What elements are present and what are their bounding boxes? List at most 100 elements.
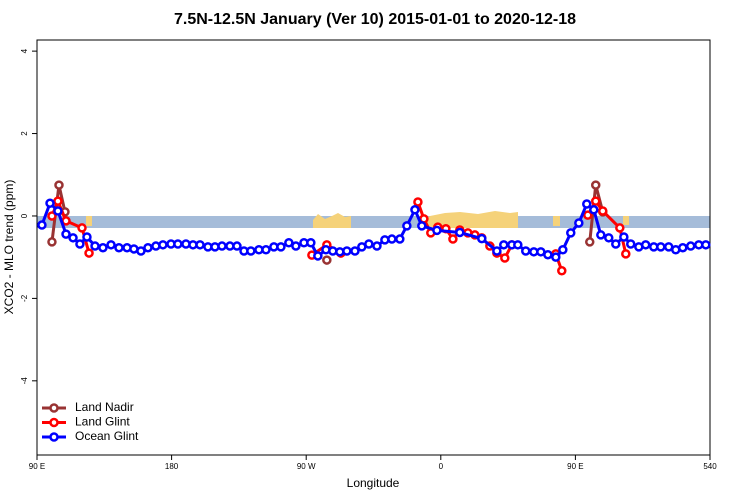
data-point: [621, 249, 631, 259]
data-point: [455, 227, 465, 238]
data-point: [217, 241, 227, 251]
data-point: [448, 234, 458, 244]
legend-label: Ocean Glint: [75, 429, 139, 443]
legend-marker: [49, 403, 59, 413]
x-tick-label: 0: [439, 462, 444, 471]
data-point: [557, 266, 567, 276]
data-point: [625, 239, 636, 249]
y-tick-label: 4: [20, 48, 29, 53]
data-point: [513, 240, 523, 250]
data-point: [574, 218, 584, 228]
data-point: [136, 246, 146, 256]
y-tick-label: -4: [20, 377, 29, 385]
data-point: [417, 221, 427, 231]
plot-frame: [36, 39, 711, 456]
data-point: [619, 232, 629, 242]
data-point: [313, 251, 323, 261]
data-point: [402, 221, 412, 231]
data-point: [656, 242, 666, 252]
x-tick-label: 90 E: [567, 462, 583, 471]
data-point: [54, 180, 64, 190]
data-point: [61, 229, 71, 239]
land-patch: [553, 216, 560, 226]
data-point: [77, 223, 87, 233]
data-point: [520, 246, 531, 256]
y-tick-label: 2: [20, 131, 29, 136]
land-patch: [86, 216, 92, 226]
legend-marker: [49, 417, 59, 428]
series-line: [50, 197, 628, 272]
data-point: [143, 242, 153, 253]
legend-marker: [49, 432, 59, 442]
data-point: [701, 240, 711, 250]
data-point: [590, 180, 601, 190]
data-point: [47, 211, 57, 221]
data-point: [68, 233, 78, 243]
data-point: [413, 197, 423, 207]
data-point: [291, 241, 301, 251]
data-point: [558, 245, 568, 255]
data-point: [685, 241, 696, 251]
reference-band: [37, 216, 710, 228]
series-line: [50, 184, 605, 243]
data-point: [598, 206, 608, 216]
x-axis-label: Longitude: [347, 476, 400, 490]
y-axis-label: XCO2 - MLO trend (ppm): [2, 180, 16, 315]
data-point: [477, 233, 487, 244]
data-point: [350, 246, 360, 256]
data-point: [322, 255, 332, 265]
data-point: [98, 242, 108, 253]
data-point: [158, 240, 168, 250]
data-point: [306, 238, 316, 248]
x-tick-label: 90 W: [297, 462, 316, 471]
data-point: [106, 240, 116, 250]
data-point: [615, 223, 625, 233]
data-point: [246, 246, 256, 256]
land-patch: [313, 213, 351, 228]
data-point: [53, 196, 63, 206]
data-point: [500, 253, 510, 263]
data-point: [583, 210, 593, 220]
data-point: [82, 232, 92, 242]
x-tick-label: 540: [703, 462, 717, 471]
data-point: [342, 246, 352, 256]
data-point: [387, 234, 397, 244]
data-point: [410, 205, 420, 215]
data-point: [492, 246, 502, 256]
data-point: [611, 239, 621, 249]
data-point: [640, 240, 651, 250]
data-point: [45, 198, 55, 208]
data-point: [590, 196, 601, 206]
chart-title: 7.5N-12.5N January (Ver 10) 2015-01-01 t…: [174, 11, 576, 28]
data-point: [364, 239, 374, 249]
data-point: [114, 242, 124, 253]
data-point: [543, 249, 553, 260]
data-point: [53, 206, 63, 216]
x-tick-label: 90 E: [29, 462, 45, 471]
data-point: [75, 239, 85, 249]
data-point: [195, 240, 205, 250]
data-point: [173, 239, 183, 249]
data-point: [589, 205, 599, 215]
data-point: [37, 220, 47, 230]
data-point: [90, 241, 100, 251]
data-point: [566, 228, 576, 238]
data-point: [582, 199, 592, 209]
data-point: [47, 237, 57, 247]
land-patch: [420, 211, 518, 228]
x-tick-label: 180: [165, 462, 179, 471]
data-point: [678, 242, 688, 253]
data-point: [261, 245, 271, 255]
data-point: [276, 242, 286, 252]
y-tick-label: 0: [20, 213, 29, 218]
data-point: [551, 252, 561, 262]
y-tick-label: -2: [20, 294, 29, 302]
data-point: [232, 241, 242, 251]
data-point: [499, 240, 509, 250]
data-point: [596, 230, 606, 240]
data-point: [604, 233, 614, 243]
data-point: [372, 241, 382, 251]
data-point: [585, 237, 595, 247]
